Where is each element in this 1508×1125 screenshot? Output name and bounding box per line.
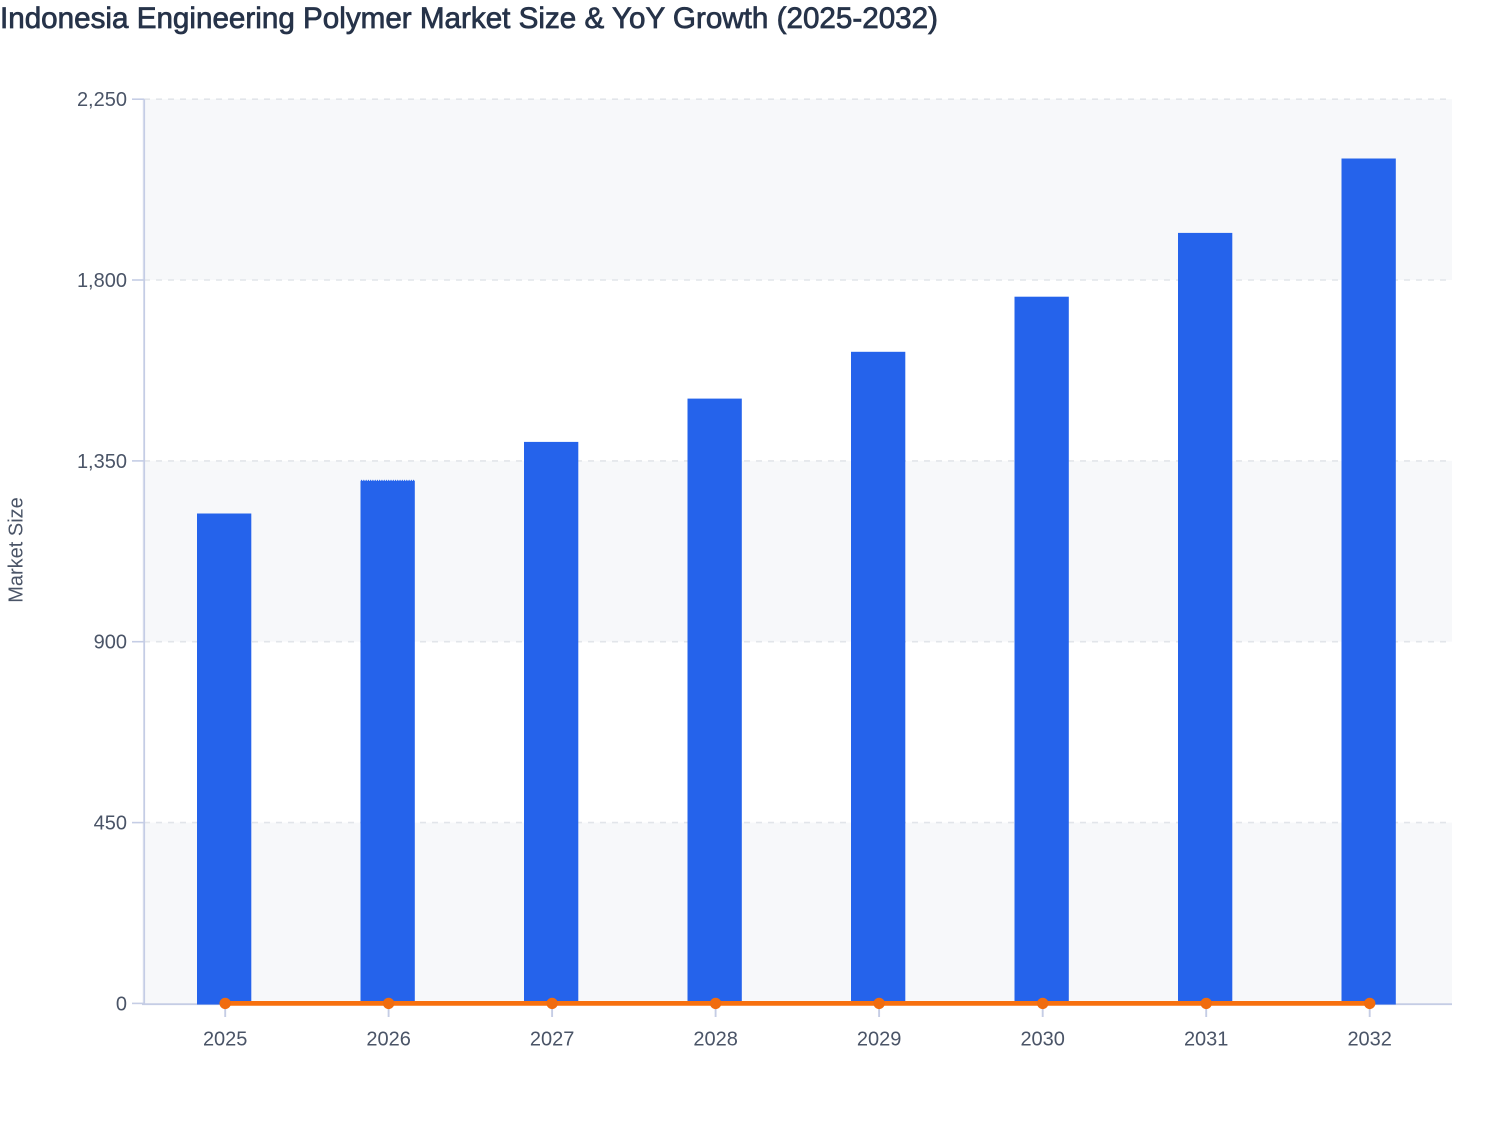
svg-text:450: 450: [94, 813, 127, 835]
svg-text:0: 0: [116, 993, 127, 1015]
svg-text:1,350: 1,350: [77, 451, 127, 473]
svg-text:2,250: 2,250: [77, 89, 127, 111]
svg-text:2031: 2031: [1184, 1029, 1229, 1051]
svg-text:2032: 2032: [1347, 1029, 1392, 1051]
svg-text:2026: 2026: [366, 1029, 411, 1051]
svg-text:2027: 2027: [530, 1029, 575, 1051]
svg-text:2029: 2029: [857, 1029, 902, 1051]
svg-text:900: 900: [94, 632, 127, 654]
svg-text:2025: 2025: [203, 1029, 248, 1051]
svg-text:2030: 2030: [1020, 1029, 1065, 1051]
svg-text:2028: 2028: [693, 1029, 738, 1051]
svg-text:1,800: 1,800: [77, 270, 127, 292]
svg-text:Indonesia Engineering Polymer: Indonesia Engineering Polymer Market Siz…: [0, 2, 938, 35]
svg-text:Market Size: Market Size: [6, 497, 28, 603]
